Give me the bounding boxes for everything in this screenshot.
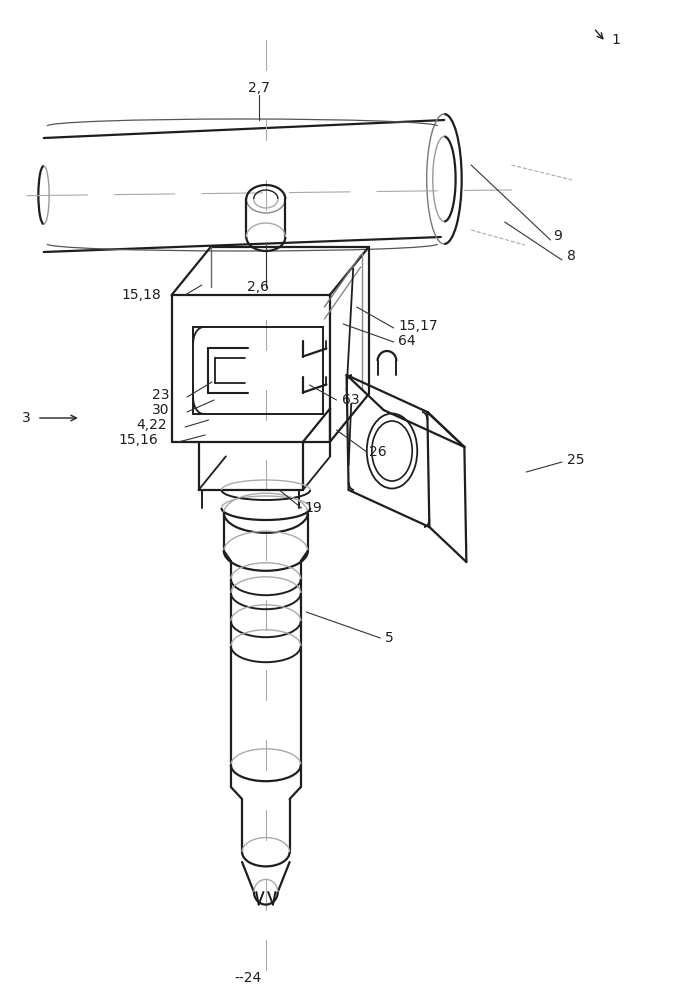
Text: 23: 23	[152, 388, 170, 402]
Text: --24: --24	[234, 971, 261, 985]
Text: 15,17: 15,17	[398, 319, 438, 333]
Text: 64: 64	[398, 334, 416, 348]
Text: 4,22: 4,22	[136, 418, 167, 432]
Text: 25: 25	[567, 453, 584, 467]
Text: 63: 63	[342, 393, 359, 407]
Text: 1: 1	[611, 33, 621, 47]
Text: 15,18: 15,18	[122, 288, 162, 302]
Text: 2,6: 2,6	[247, 280, 269, 294]
Text: 30: 30	[152, 403, 170, 417]
Text: 9: 9	[553, 229, 562, 243]
Text: 26: 26	[369, 445, 386, 459]
Text: 5: 5	[385, 631, 394, 645]
Text: 2,7: 2,7	[248, 81, 270, 95]
Text: 8: 8	[567, 249, 575, 263]
Text: 15,16: 15,16	[118, 433, 158, 447]
Text: 19: 19	[304, 501, 322, 515]
Text: 3: 3	[22, 411, 30, 425]
